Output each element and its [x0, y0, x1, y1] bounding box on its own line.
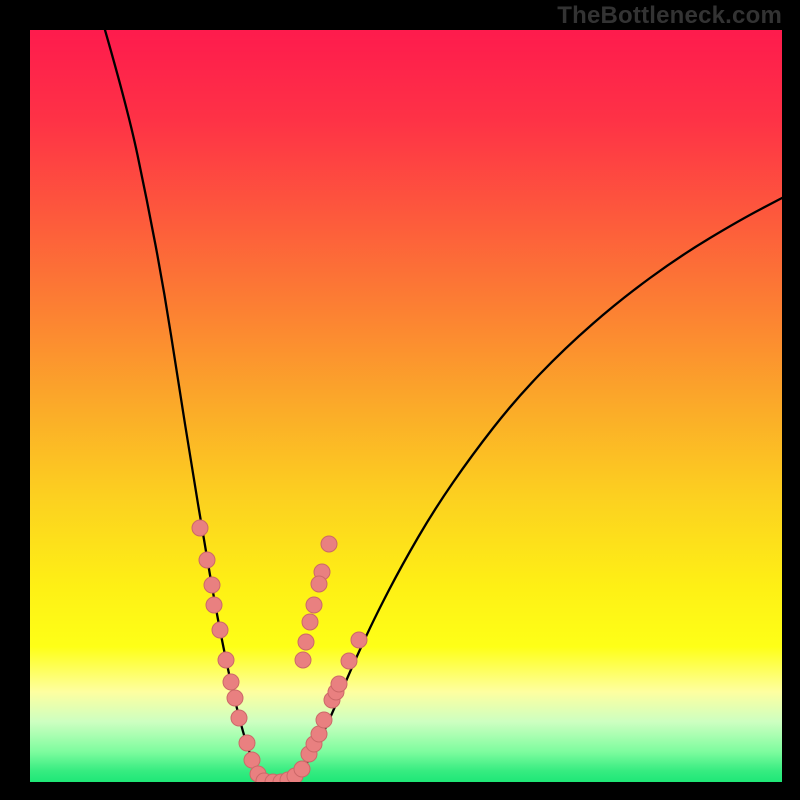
datapoint	[311, 576, 327, 592]
datapoint	[321, 536, 337, 552]
datapoint	[212, 622, 228, 638]
datapoint	[298, 634, 314, 650]
datapoint	[192, 520, 208, 536]
datapoint	[306, 597, 322, 613]
datapoint	[204, 577, 220, 593]
datapoint	[295, 652, 311, 668]
datapoint	[227, 690, 243, 706]
datapoint	[199, 552, 215, 568]
plot-area	[30, 30, 782, 782]
datapoint	[239, 735, 255, 751]
datapoint	[316, 712, 332, 728]
datapoint	[351, 632, 367, 648]
datapoint	[223, 674, 239, 690]
datapoint	[341, 653, 357, 669]
datapoint	[218, 652, 234, 668]
datapoint	[231, 710, 247, 726]
watermark-text: TheBottleneck.com	[557, 2, 782, 30]
datapoint	[294, 761, 310, 777]
datapoint	[331, 676, 347, 692]
canvas-root: TheBottleneck.com	[0, 0, 800, 800]
datapoint	[302, 614, 318, 630]
datapoint	[206, 597, 222, 613]
datapoints-layer	[30, 30, 782, 782]
